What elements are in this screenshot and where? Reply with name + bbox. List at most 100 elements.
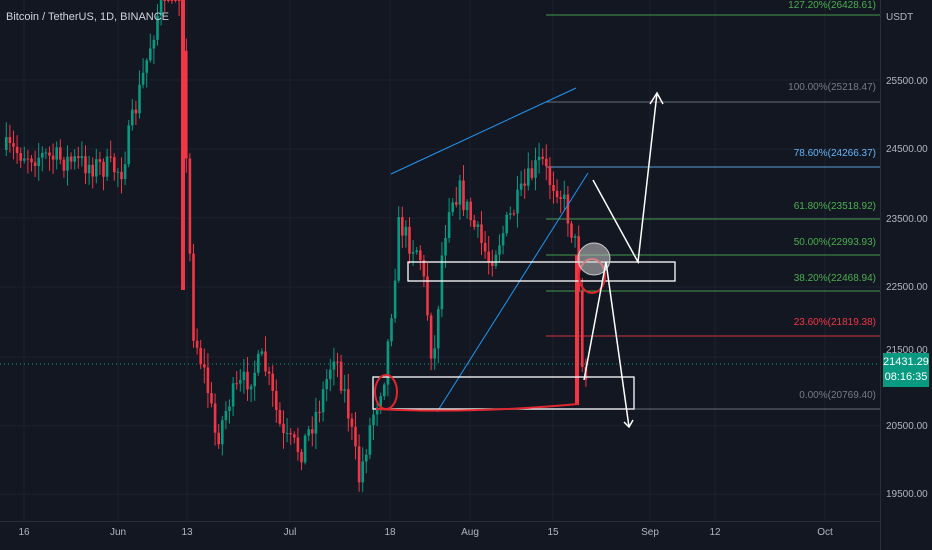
time-axis-tick: Jul: [283, 527, 297, 538]
candle-body: [12, 143, 15, 147]
candle-body: [37, 157, 40, 167]
grey-circle-marker: [577, 242, 611, 276]
candle-body: [458, 180, 462, 205]
candlestick-series: [5, 0, 588, 493]
candle-body: [293, 434, 296, 438]
candle-body: [347, 389, 350, 419]
candle-body: [224, 411, 228, 421]
fib-level-label: 78.60%(24266.37): [793, 148, 876, 159]
candle-body: [228, 406, 231, 412]
candle-body: [51, 155, 55, 160]
candle-body: [534, 160, 537, 178]
candle-body: [311, 429, 314, 434]
candle-body: [469, 201, 472, 221]
candle-body: [437, 309, 440, 349]
candle-body: [426, 276, 429, 316]
candle-body: [527, 168, 530, 186]
candle-body: [361, 461, 364, 483]
candle-body: [264, 351, 267, 372]
candle-body: [23, 158, 26, 161]
candle-body: [408, 226, 411, 254]
fib-level-label: 38.20%(22468.94): [793, 273, 876, 284]
candle-body: [566, 194, 570, 224]
candle-body: [343, 389, 346, 391]
candle-body: [307, 429, 310, 436]
fib-level-label: 50.00%(22993.93): [793, 237, 876, 248]
candle-body: [509, 213, 512, 215]
candle-body: [156, 15, 159, 40]
candle-body: [447, 212, 451, 239]
current-price-value: 21431.29: [883, 356, 929, 368]
fib-level-label: 23.60%(21819.38): [793, 317, 876, 328]
candle-body: [401, 217, 404, 236]
candle-body: [300, 451, 303, 463]
candle-body: [278, 409, 282, 424]
candle-body: [246, 371, 249, 390]
price-axis-tick: 22500.00: [886, 282, 928, 293]
candle-body: [386, 341, 390, 385]
candle-body: [170, 0, 174, 1]
candle-body: [59, 147, 62, 160]
candle-body: [537, 156, 541, 161]
candle-body: [44, 152, 48, 154]
candle-body: [329, 369, 332, 380]
candle-body: [285, 433, 289, 435]
candle-body: [581, 291, 584, 368]
price-axis-tick: 23500.00: [886, 214, 928, 225]
candle-body: [575, 255, 579, 405]
candle-body: [440, 255, 444, 310]
candle-body: [365, 454, 368, 462]
candle-body: [368, 425, 372, 455]
candle-body: [167, 0, 170, 1]
price-axis-currency[interactable]: USDT: [886, 12, 914, 23]
time-axis-tick: 13: [181, 527, 193, 538]
candle-body: [390, 318, 393, 342]
candle-body: [141, 72, 145, 85]
candle-body: [109, 156, 112, 158]
candle-body: [73, 156, 76, 162]
candle-body: [465, 201, 469, 211]
candle-body: [8, 137, 12, 144]
projection-path-down: [583, 261, 630, 428]
candle-body: [552, 185, 555, 191]
candle-body: [321, 389, 325, 413]
candle-body: [397, 217, 400, 281]
candle-body: [476, 224, 480, 228]
candle-body: [491, 261, 494, 267]
candle-body: [80, 156, 84, 159]
user-drawings[interactable]: [372, 87, 676, 429]
candle-body: [383, 384, 386, 397]
candle-body: [120, 171, 123, 180]
trendline-upper: [390, 87, 577, 175]
candle-body: [134, 109, 138, 114]
fibonacci-retracement[interactable]: [546, 14, 880, 410]
time-axis-tick: Sep: [641, 527, 659, 538]
time-axis-tick: 16: [18, 527, 30, 538]
candle-body: [519, 183, 523, 190]
candle-body: [501, 233, 505, 246]
candle-body: [559, 197, 562, 200]
candle-body: [433, 348, 436, 359]
candle-body: [188, 158, 192, 254]
candle-body: [379, 396, 382, 408]
arrow-head: [649, 91, 664, 105]
symbol-title[interactable]: Bitcoin / TetherUS, 1D, BINANCE: [6, 11, 170, 23]
candle-body: [159, 0, 163, 16]
candle-body: [422, 260, 426, 277]
candle-body: [271, 373, 274, 391]
price-axis-tick: 20500.00: [886, 421, 928, 432]
projection-path-up: [592, 92, 658, 265]
candle-body: [138, 84, 141, 114]
candle-body: [15, 146, 19, 153]
candle-body: [116, 171, 120, 173]
red-circle-marker: [374, 374, 398, 410]
candle-body: [354, 426, 357, 447]
candle-body: [105, 156, 109, 177]
candle-body: [314, 411, 318, 434]
candle-body: [415, 250, 418, 253]
time-axis-tick: Aug: [461, 527, 479, 538]
candle-body: [163, 0, 166, 1]
price-axis-tick: 19500.00: [886, 489, 928, 500]
